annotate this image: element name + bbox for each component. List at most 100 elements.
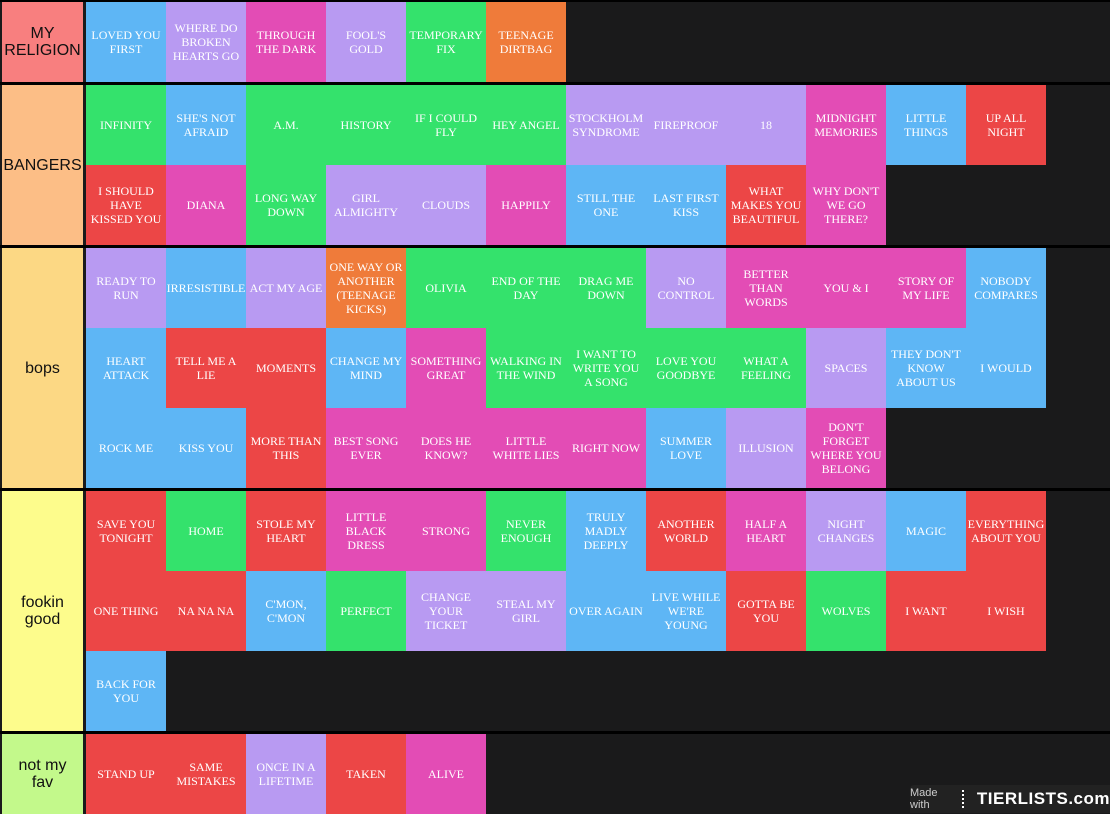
- song-tile[interactable]: I WISH: [966, 571, 1046, 651]
- song-tile[interactable]: OVER AGAIN: [566, 571, 646, 651]
- song-tile[interactable]: THROUGH THE DARK: [246, 2, 326, 82]
- song-tile[interactable]: HEART ATTACK: [86, 328, 166, 408]
- song-tile[interactable]: 18: [726, 85, 806, 165]
- tier-label[interactable]: BANGERS: [2, 85, 83, 245]
- song-tile[interactable]: NOBODY COMPARES: [966, 248, 1046, 328]
- song-tile[interactable]: STILL THE ONE: [566, 165, 646, 245]
- song-tile[interactable]: LITTLE BLACK DRESS: [326, 491, 406, 571]
- song-tile[interactable]: STORY OF MY LIFE: [886, 248, 966, 328]
- song-tile[interactable]: INFINITY: [86, 85, 166, 165]
- tier-items: LOVED YOU FIRST WHERE DO BROKEN HEARTS GO…: [86, 2, 1046, 82]
- song-tile[interactable]: HOME: [166, 491, 246, 571]
- song-tile[interactable]: STAND UP: [86, 734, 166, 814]
- song-tile[interactable]: DRAG ME DOWN: [566, 248, 646, 328]
- song-tile[interactable]: MIDNIGHT MEMORIES: [806, 85, 886, 165]
- song-tile[interactable]: KISS YOU: [166, 408, 246, 488]
- song-tile[interactable]: IRRESISTIBLE: [166, 248, 246, 328]
- song-tile[interactable]: ALIVE: [406, 734, 486, 814]
- tier-label[interactable]: not my fav: [2, 734, 83, 814]
- song-tile[interactable]: ILLUSION: [726, 408, 806, 488]
- song-tile[interactable]: RIGHT NOW: [566, 408, 646, 488]
- song-tile[interactable]: CLOUDS: [406, 165, 486, 245]
- song-tile[interactable]: LOVED YOU FIRST: [86, 2, 166, 82]
- song-tile[interactable]: YOU & I: [806, 248, 886, 328]
- song-tile[interactable]: MAGIC: [886, 491, 966, 571]
- tier-label[interactable]: fookin good: [2, 491, 83, 731]
- song-tile[interactable]: THEY DON'T KNOW ABOUT US: [886, 328, 966, 408]
- song-tile[interactable]: WHAT A FEELING: [726, 328, 806, 408]
- song-tile[interactable]: C'MON, C'MON: [246, 571, 326, 651]
- song-tile[interactable]: UP ALL NIGHT: [966, 85, 1046, 165]
- song-tile[interactable]: BEST SONG EVER: [326, 408, 406, 488]
- song-tile[interactable]: DOES HE KNOW?: [406, 408, 486, 488]
- song-tile[interactable]: LITTLE THINGS: [886, 85, 966, 165]
- song-tile[interactable]: A.M.: [246, 85, 326, 165]
- song-tile[interactable]: FOOL'S GOLD: [326, 2, 406, 82]
- song-tile[interactable]: TAKEN: [326, 734, 406, 814]
- song-tile[interactable]: SHE'S NOT AFRAID: [166, 85, 246, 165]
- tier-label[interactable]: bops: [2, 248, 83, 488]
- song-tile[interactable]: ROCK ME: [86, 408, 166, 488]
- song-tile[interactable]: DIANA: [166, 165, 246, 245]
- song-tile[interactable]: ANOTHER WORLD: [646, 491, 726, 571]
- song-tile[interactable]: CHANGE YOUR TICKET: [406, 571, 486, 651]
- song-tile[interactable]: LIVE WHILE WE'RE YOUNG: [646, 571, 726, 651]
- song-tile[interactable]: NIGHT CHANGES: [806, 491, 886, 571]
- song-tile[interactable]: STRONG: [406, 491, 486, 571]
- song-tile[interactable]: OLIVIA: [406, 248, 486, 328]
- song-tile[interactable]: STOLE MY HEART: [246, 491, 326, 571]
- song-tile[interactable]: MORE THAN THIS: [246, 408, 326, 488]
- tier-row: fookin good SAVE YOU TONIGHT HOME STOLE MY …: [0, 491, 1110, 731]
- song-tile[interactable]: IF I COULD FLY: [406, 85, 486, 165]
- song-tile[interactable]: HISTORY: [326, 85, 406, 165]
- song-tile[interactable]: LOVE YOU GOODBYE: [646, 328, 726, 408]
- song-tile[interactable]: BACK FOR YOU: [86, 651, 166, 731]
- song-tile[interactable]: TRULY MADLY DEEPLY: [566, 491, 646, 571]
- song-tile[interactable]: MOMENTS: [246, 328, 326, 408]
- song-tile[interactable]: NEVER ENOUGH: [486, 491, 566, 571]
- tier-label[interactable]: MY RELIGION: [2, 2, 83, 82]
- song-tile[interactable]: END OF THE DAY: [486, 248, 566, 328]
- song-tile[interactable]: NO CONTROL: [646, 248, 726, 328]
- song-tile[interactable]: ONE WAY OR ANOTHER (TEENAGE KICKS): [326, 248, 406, 328]
- song-tile[interactable]: SAVE YOU TONIGHT: [86, 491, 166, 571]
- song-tile[interactable]: WHY DON'T WE GO THERE?: [806, 165, 886, 245]
- song-tile[interactable]: WOLVES: [806, 571, 886, 651]
- song-tile[interactable]: I SHOULD HAVE KISSED YOU: [86, 165, 166, 245]
- song-tile[interactable]: SAME MISTAKES: [166, 734, 246, 814]
- song-tile[interactable]: HALF A HEART: [726, 491, 806, 571]
- song-tile[interactable]: BETTER THAN WORDS: [726, 248, 806, 328]
- song-tile[interactable]: TEENAGE DIRTBAG: [486, 2, 566, 82]
- song-tile[interactable]: SPACES: [806, 328, 886, 408]
- song-tile[interactable]: TEMPORARY FIX: [406, 2, 486, 82]
- song-tile[interactable]: HEY ANGEL: [486, 85, 566, 165]
- song-tile[interactable]: DON'T FORGET WHERE YOU BELONG: [806, 408, 886, 488]
- song-tile[interactable]: SUMMER LOVE: [646, 408, 726, 488]
- song-tile[interactable]: GIRL ALMIGHTY: [326, 165, 406, 245]
- song-tile[interactable]: TELL ME A LIE: [166, 328, 246, 408]
- song-tile[interactable]: I WOULD: [966, 328, 1046, 408]
- song-tile[interactable]: LAST FIRST KISS: [646, 165, 726, 245]
- song-tile[interactable]: LITTLE WHITE LIES: [486, 408, 566, 488]
- song-tile[interactable]: ONCE IN A LIFETIME: [246, 734, 326, 814]
- song-tile[interactable]: READY TO RUN: [86, 248, 166, 328]
- song-tile[interactable]: I WANT TO WRITE YOU A SONG: [566, 328, 646, 408]
- song-tile[interactable]: I WANT: [886, 571, 966, 651]
- song-tile[interactable]: LONG WAY DOWN: [246, 165, 326, 245]
- song-tile[interactable]: WHAT MAKES YOU BEAUTIFUL: [726, 165, 806, 245]
- song-tile[interactable]: GOTTA BE YOU: [726, 571, 806, 651]
- song-tile[interactable]: STOCKHOLM SYNDROME: [566, 85, 646, 165]
- song-tile[interactable]: WALKING IN THE WIND: [486, 328, 566, 408]
- song-tile[interactable]: FIREPROOF: [646, 85, 726, 165]
- song-tile[interactable]: SOMETHING GREAT: [406, 328, 486, 408]
- song-tile[interactable]: PERFECT: [326, 571, 406, 651]
- song-tile[interactable]: WHERE DO BROKEN HEARTS GO: [166, 2, 246, 82]
- song-tile[interactable]: NA NA NA: [166, 571, 246, 651]
- tier-row: MY RELIGION LOVED YOU FIRST WHERE DO BROKE…: [0, 2, 1110, 82]
- song-tile[interactable]: STEAL MY GIRL: [486, 571, 566, 651]
- song-tile[interactable]: ONE THING: [86, 571, 166, 651]
- song-tile[interactable]: HAPPILY: [486, 165, 566, 245]
- song-tile[interactable]: CHANGE MY MIND: [326, 328, 406, 408]
- song-tile[interactable]: EVERYTHING ABOUT YOU: [966, 491, 1046, 571]
- song-tile[interactable]: ACT MY AGE: [246, 248, 326, 328]
